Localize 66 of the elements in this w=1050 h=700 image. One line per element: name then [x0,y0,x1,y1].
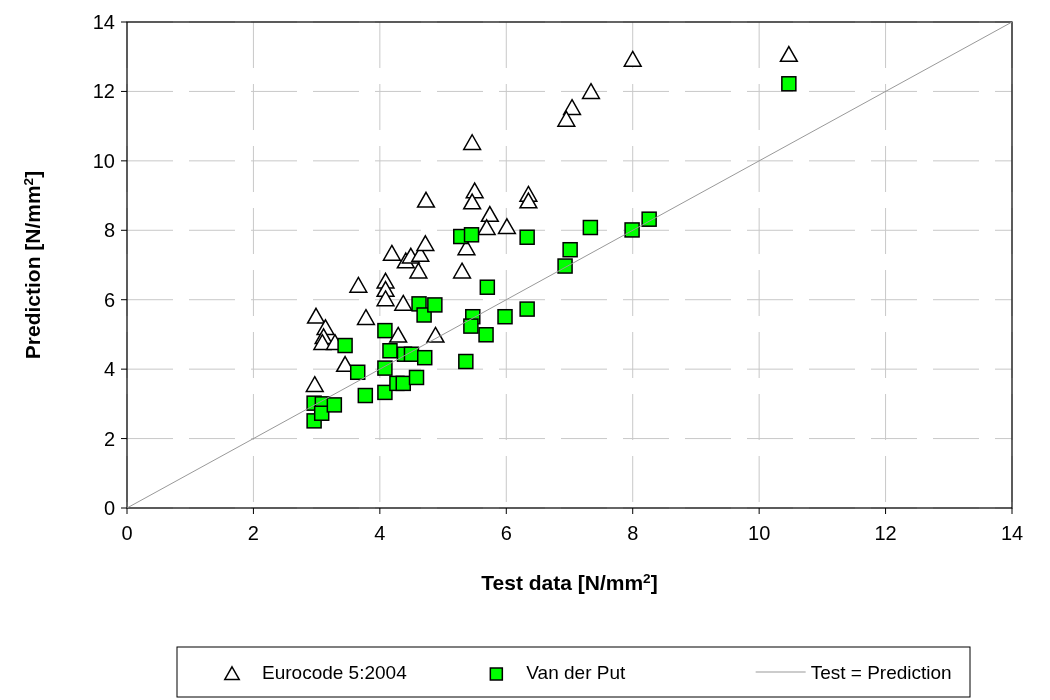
point [479,279,496,295]
point [382,342,398,359]
point [557,110,576,127]
x-tick-label: 0 [121,522,133,544]
point [416,349,433,366]
point [389,326,408,343]
point [356,308,376,326]
point [337,337,353,354]
y-tick-label: 8 [103,219,115,242]
point [427,297,443,313]
x-tick-label: 14 [1000,522,1024,544]
point [376,290,395,307]
legend-label: Van der Put [526,662,626,683]
point [582,219,599,236]
y-tick-label: 6 [103,288,115,311]
y-tick-label: 4 [103,358,115,381]
point [452,262,472,279]
x-axis-title: Test data [N/mm$^{2}$] [481,570,658,594]
point [394,294,413,311]
point [326,397,343,413]
point [395,375,411,392]
x-tick-label: 12 [874,522,897,544]
point [562,98,582,116]
x-tick-label: 4 [374,522,386,544]
point [382,244,402,261]
point [562,241,578,258]
point [357,387,374,404]
point [519,301,535,317]
point [416,191,436,208]
x-tick-label: 8 [627,522,639,544]
point [781,76,797,92]
point [623,50,642,67]
point [478,327,494,343]
point [377,322,393,339]
point [463,193,482,210]
point [497,218,517,235]
point [305,375,324,393]
point [519,229,535,245]
x-tick-label: 2 [247,522,259,544]
legend-label: Test = Prediction [810,662,952,683]
point [306,307,326,324]
point [463,227,480,243]
y-tick-label: 2 [103,427,115,450]
y-tick-label: 12 [92,80,115,103]
point [377,384,393,401]
point [458,353,474,370]
point [477,219,496,236]
point [463,318,479,334]
point [349,364,366,381]
y-tick-label: 14 [92,11,115,33]
point [480,205,499,223]
point [581,82,601,100]
point [519,192,538,209]
x-tick-label: 10 [748,522,771,544]
legend-label: Eurocode 5:2004 [262,662,408,683]
y-tick-label: 10 [92,149,115,172]
point [313,405,330,421]
point [416,235,435,252]
point [463,134,482,151]
point [349,276,368,293]
point [497,308,513,325]
y-tick-label: 0 [103,497,115,519]
x-tick-label: 6 [500,522,512,544]
point [409,262,428,279]
point [408,369,425,386]
point [779,45,798,63]
